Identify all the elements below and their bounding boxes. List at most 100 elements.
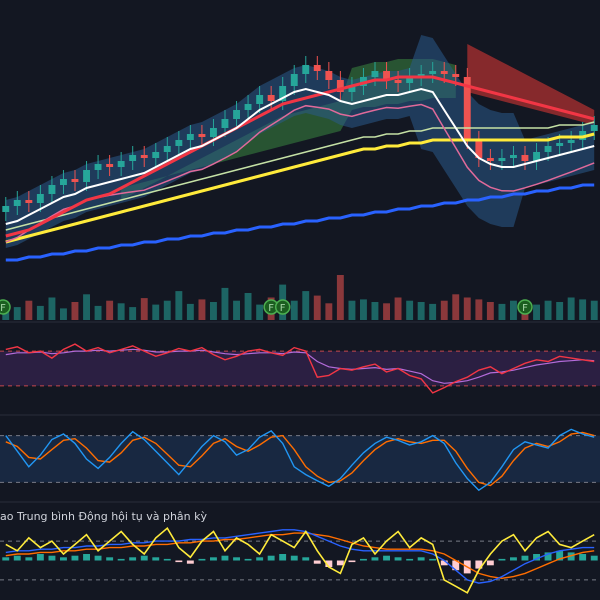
volume-bar (394, 297, 402, 320)
candle-body (186, 134, 194, 140)
volume-bar (590, 300, 598, 320)
macd-histogram-bar (383, 555, 390, 561)
candle-body (371, 71, 379, 77)
volume-bar (13, 307, 21, 320)
macd-histogram-bar (486, 560, 494, 566)
signal-marker-circle (517, 299, 533, 315)
candle-body (383, 71, 390, 80)
volume-bar (533, 304, 540, 320)
bollinger-fill (5, 35, 595, 248)
volume-bar (221, 287, 229, 320)
candle-body (567, 140, 575, 143)
volume-bar (117, 303, 125, 320)
volume-bar (36, 305, 44, 320)
rsi-band (0, 351, 600, 386)
candle-body (221, 119, 229, 128)
macd-histogram-bar (417, 557, 425, 561)
candle-body (267, 95, 275, 101)
candle-body (60, 179, 67, 185)
candle-body (313, 65, 321, 71)
volume-bar (175, 291, 183, 320)
signal-marker-label: F (522, 303, 528, 314)
volume-bar (83, 294, 90, 320)
blue-moving-average (5, 183, 595, 262)
volume-bar (498, 303, 506, 320)
moving-averages (5, 75, 595, 262)
stochastic-pane[interactable] (0, 428, 600, 492)
candle-body (336, 80, 344, 92)
volume-bar (71, 302, 79, 320)
macd-histogram-bar (175, 560, 183, 563)
macd-histogram-bar (221, 555, 229, 561)
candle-body (244, 104, 252, 110)
volume-bar (140, 298, 148, 320)
macd-histogram-bar (394, 557, 402, 561)
rsi-line (5, 343, 595, 394)
macd-histogram-bar (36, 554, 44, 561)
macd-histogram-bar (290, 555, 298, 561)
candle-body (163, 146, 171, 152)
macd-histogram-bar (498, 558, 506, 561)
volume-bar (48, 297, 56, 320)
candle-body (13, 200, 21, 206)
macd-pane[interactable] (0, 526, 600, 594)
volume-bar (475, 299, 483, 320)
macd-histogram-bar (371, 557, 379, 561)
signal-marker-circle (0, 299, 11, 315)
volume-bar (163, 300, 171, 320)
macd-histogram-bar (244, 558, 252, 561)
macd-histogram-bar (544, 552, 552, 561)
candle-body (233, 110, 240, 119)
candle-body (394, 80, 402, 83)
macd-histogram-bar (521, 555, 529, 561)
volume-bar (256, 304, 264, 320)
white-moving-average (5, 87, 595, 225)
macd-histogram-bar (106, 557, 114, 561)
candle-body (71, 179, 79, 182)
candle-body (198, 134, 206, 137)
volume-bar (210, 302, 217, 320)
candle-body (302, 65, 310, 74)
volume-bar (406, 300, 414, 320)
candle-body (36, 194, 44, 203)
rsi-pane[interactable] (0, 343, 600, 394)
volume-bar (579, 299, 587, 320)
macd-histogram-bar (579, 554, 587, 561)
macd-histogram-bar (152, 557, 160, 561)
volume-bar (198, 299, 206, 320)
light-moving-average (5, 121, 595, 231)
ichimoku-red-cloud (467, 44, 595, 125)
macd-histogram-bar (140, 555, 148, 561)
macd-histogram-bar (313, 560, 321, 564)
candle-body (140, 155, 148, 158)
candle-body (498, 158, 506, 161)
macd-histogram-bar (348, 560, 356, 563)
volume-bar (429, 303, 437, 320)
candle-body (521, 155, 529, 161)
volume-bar (25, 300, 33, 320)
volume-bar (302, 291, 310, 320)
signal-marker-label: F (268, 303, 274, 314)
candle-body (256, 95, 264, 104)
volume-bar (244, 293, 252, 320)
candle-body (94, 164, 102, 170)
macd-histogram-bar (440, 560, 448, 566)
macd-histogram-bar (117, 558, 125, 561)
candle-body (440, 71, 448, 74)
macd-histogram-bar (567, 552, 575, 561)
volume-bar (290, 300, 298, 320)
volume-bar (567, 297, 575, 320)
candle-body (452, 74, 460, 77)
candle-body (533, 152, 540, 161)
volume-bar (336, 275, 344, 320)
candle-body (406, 77, 414, 83)
volume-bar (510, 300, 517, 320)
macd-histogram-bar (94, 555, 102, 561)
volume-bar (486, 302, 494, 320)
stochastic-d-line (5, 431, 595, 487)
stochastic-k-line (5, 428, 595, 492)
macd-histogram-bar (163, 558, 171, 561)
